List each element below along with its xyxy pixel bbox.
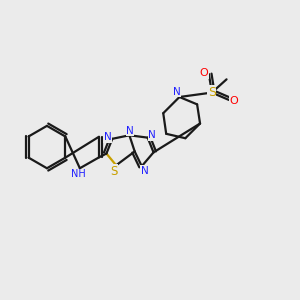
Text: N: N [173, 87, 181, 97]
Text: NH: NH [71, 169, 86, 179]
Text: N: N [148, 130, 156, 140]
Text: O: O [199, 68, 208, 78]
Text: N: N [141, 166, 148, 176]
Text: S: S [110, 165, 118, 178]
Text: N: N [126, 126, 134, 136]
Text: N: N [104, 132, 112, 142]
Text: O: O [230, 96, 239, 106]
Text: S: S [208, 86, 216, 99]
